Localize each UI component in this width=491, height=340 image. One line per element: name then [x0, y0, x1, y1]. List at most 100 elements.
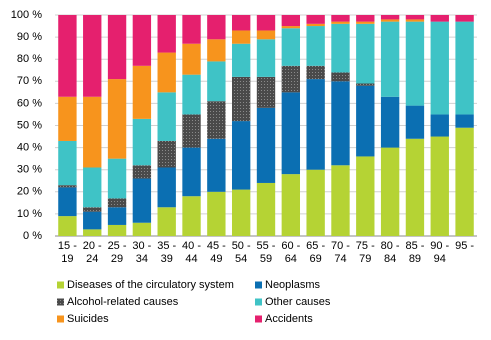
- legend-label: Neoplasms: [265, 279, 321, 291]
- bar-segment: [207, 39, 226, 62]
- x-tick-label: 60 -64: [281, 240, 300, 265]
- bar-segment: [281, 65, 301, 93]
- bar-segment: [256, 76, 276, 108]
- bars: [58, 15, 474, 236]
- bar-segment: [331, 23, 350, 73]
- bar-segment: [430, 15, 449, 22]
- bar-segment: [207, 15, 226, 40]
- bar-segment: [306, 23, 325, 27]
- y-tick-label: 60 %: [17, 97, 42, 109]
- legend-swatch: [255, 281, 262, 289]
- bar-segment: [132, 118, 152, 166]
- bar-segment: [231, 189, 251, 236]
- bar-segment: [182, 196, 201, 236]
- legend-swatch: [255, 315, 262, 323]
- bar-segment: [281, 26, 301, 29]
- bar-segment: [430, 114, 449, 137]
- bar-segment: [281, 28, 301, 66]
- bar-segment: [256, 39, 276, 77]
- bar-segment: [356, 23, 375, 84]
- x-tick-label: 70 -74: [331, 240, 350, 265]
- y-tick-label: 80 %: [17, 53, 42, 65]
- bar-segment: [132, 15, 152, 66]
- bar-segment: [83, 15, 102, 97]
- bar-segment: [83, 229, 102, 236]
- x-tick-label: 25 -29: [108, 240, 127, 265]
- x-tick-label: 90 -94: [430, 240, 449, 265]
- bar-segment: [405, 138, 425, 236]
- bar-segment: [306, 65, 325, 80]
- bar-segment: [455, 114, 474, 128]
- bar-segment: [207, 61, 226, 102]
- bar-segment: [83, 167, 102, 208]
- x-tick-label: 95 -: [455, 240, 474, 252]
- bar-segment: [83, 96, 102, 168]
- bar-segment: [306, 79, 325, 170]
- x-tick-label: 75 -79: [356, 240, 375, 265]
- bar-segment: [306, 15, 325, 24]
- bar-segment: [207, 191, 226, 236]
- bar-segment: [356, 156, 375, 236]
- bar-segment: [356, 15, 375, 22]
- y-tick-label: 50 %: [17, 119, 42, 131]
- bar-segment: [182, 114, 201, 148]
- bar-segment: [182, 74, 201, 115]
- bar-segment: [231, 76, 251, 122]
- x-tick-label: 80 -84: [381, 240, 400, 265]
- labels: 0 % 10 % 20 % 30 % 40 % 50 % 60 % 70 % 80 % 90 % 1…: [11, 9, 475, 265]
- bar-segment: [256, 107, 276, 183]
- bar-segment: [157, 52, 176, 93]
- bar-segment: [132, 222, 152, 236]
- bar-segment: [405, 15, 425, 20]
- x-tick-label: 65 -69: [306, 240, 325, 265]
- bar-segment: [58, 185, 77, 188]
- bar-segment: [83, 211, 102, 230]
- legend-label: Suicides: [67, 313, 109, 325]
- legend-swatch: [57, 298, 64, 306]
- bar-segment: [331, 165, 350, 236]
- legend-label: Other causes: [265, 296, 331, 308]
- bar-segment: [231, 121, 251, 190]
- legend: Diseases of the circulatory system Neopla…: [57, 279, 331, 325]
- y-tick-label: 90 %: [17, 31, 42, 43]
- bar-segment: [356, 83, 375, 86]
- legend-label: Diseases of the circulatory system: [67, 279, 234, 291]
- bar-segment: [331, 15, 350, 22]
- y-tick-label: 0 %: [23, 230, 42, 242]
- bar-segment: [107, 158, 127, 199]
- bar-segment: [256, 30, 276, 40]
- bar-segment: [231, 15, 251, 31]
- x-tick-label: 15 -19: [58, 240, 77, 265]
- bar-segment: [380, 96, 400, 148]
- y-tick-label: 70 %: [17, 75, 42, 87]
- bar-segment: [455, 21, 474, 115]
- bar-segment: [356, 21, 375, 24]
- bar-segment: [83, 207, 102, 212]
- bar-segment: [157, 207, 176, 236]
- bar-segment: [132, 65, 152, 119]
- bar-segment: [157, 92, 176, 141]
- bar-segment: [207, 101, 226, 139]
- x-tick-label: 20 -24: [83, 240, 102, 265]
- bar-segment: [107, 207, 127, 225]
- bar-segment: [157, 15, 176, 53]
- legend-label: Accidents: [265, 313, 313, 325]
- x-tick-label: 55 -59: [257, 240, 276, 265]
- bar-segment: [405, 105, 425, 139]
- bar-segment: [380, 21, 400, 97]
- x-tick-label: 45 -49: [207, 240, 226, 265]
- bar-segment: [455, 127, 474, 236]
- bar-segment: [132, 165, 152, 179]
- bar-segment: [157, 167, 176, 208]
- bar-segment: [256, 15, 276, 31]
- bar-segment: [107, 224, 127, 236]
- bar-segment: [182, 147, 201, 197]
- x-tick-label: 35 -39: [157, 240, 176, 265]
- bar-segment: [405, 19, 425, 22]
- bar-segment: [132, 178, 152, 223]
- bar-segment: [356, 85, 375, 157]
- bar-segment: [306, 26, 325, 66]
- bar-segment: [157, 140, 176, 168]
- x-tick-label: 30 -34: [132, 240, 151, 265]
- bar-segment: [207, 138, 226, 192]
